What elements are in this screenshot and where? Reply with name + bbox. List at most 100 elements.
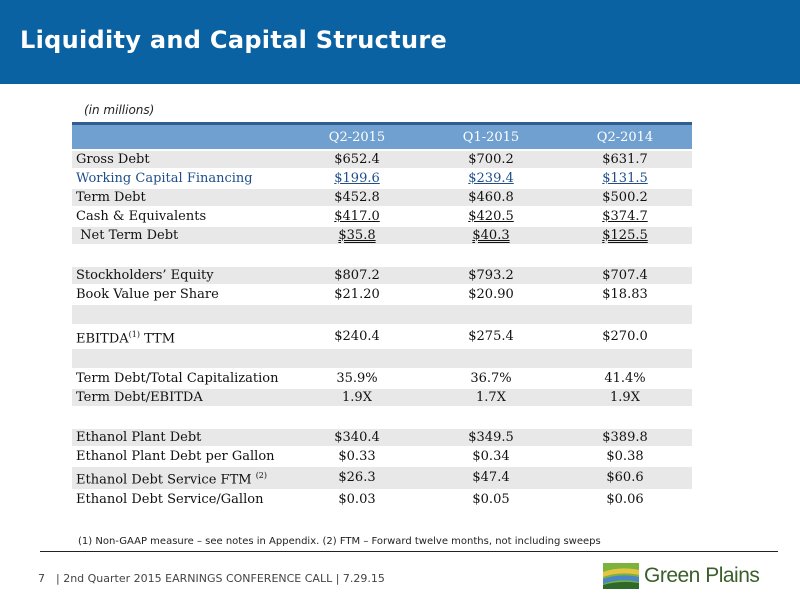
cell-value: $707.4 — [558, 266, 692, 286]
liquidity-table-container: Q2-2015 Q1-2015 Q2-2014 Gross Debt $652.… — [72, 122, 692, 510]
cell-value: $420.5 — [424, 207, 558, 227]
cell-value: 35.9% — [290, 369, 424, 390]
cell-value: $389.8 — [558, 428, 692, 449]
cell-value: $452.8 — [290, 188, 424, 208]
spacer-row — [72, 245, 692, 267]
title-band: Liquidity and Capital Structure — [0, 0, 800, 84]
green-plains-logo-icon — [603, 563, 639, 589]
spacer-cell — [424, 407, 558, 430]
footnote: (1) Non-GAAP measure – see notes in Appe… — [78, 536, 601, 547]
column-header-q1-2015: Q1-2015 — [424, 122, 558, 151]
table-row: Book Value per Share $21.20 $20.90 $18.8… — [72, 285, 692, 305]
page-number: 7 — [38, 572, 45, 585]
cell-value: 1.9X — [558, 388, 692, 409]
cell-value: $0.33 — [290, 447, 424, 468]
cell-text: $239.4 — [468, 171, 514, 186]
cell-value: $18.83 — [558, 285, 692, 305]
spacer-cell — [72, 245, 290, 267]
spacer-cell — [72, 348, 290, 371]
cell-value: $460.8 — [424, 188, 558, 208]
cell-value: $0.03 — [290, 489, 424, 510]
footer-divider — [40, 551, 778, 552]
cell-value: $793.2 — [424, 266, 558, 286]
cell-value: $631.7 — [558, 150, 692, 170]
cell-value: $60.6 — [558, 466, 692, 491]
footnote-marker: (2) — [255, 471, 268, 481]
header-label-cell — [72, 122, 290, 151]
cell-text: $35.8 — [338, 228, 376, 243]
cell-value: 36.7% — [424, 369, 558, 390]
cell-value: $199.6 — [290, 169, 424, 189]
cell-value: $0.38 — [558, 447, 692, 468]
row-label: Book Value per Share — [72, 285, 290, 305]
cell-value: $500.2 — [558, 188, 692, 208]
table-row: Stockholders’ Equity $807.2 $793.2 $707.… — [72, 266, 692, 286]
row-label: Term Debt/EBITDA — [72, 388, 290, 409]
table-header-row: Q2-2015 Q1-2015 Q2-2014 — [72, 122, 692, 151]
row-label-text: Ethanol Debt Service FTM — [76, 472, 256, 488]
cell-value: $40.3 — [424, 226, 558, 246]
cell-value: 1.7X — [424, 388, 558, 409]
spacer-cell — [290, 304, 424, 326]
spacer-cell — [558, 348, 692, 371]
cell-text: $131.5 — [602, 171, 648, 186]
row-label: Gross Debt — [72, 150, 290, 170]
column-header-q2-2014: Q2-2014 — [558, 122, 692, 151]
spacer-cell — [558, 245, 692, 267]
cell-text: $417.0 — [334, 209, 380, 224]
spacer-cell — [558, 407, 692, 430]
row-label: Stockholders’ Equity — [72, 266, 290, 286]
table-row: Term Debt/EBITDA 1.9X 1.7X 1.9X — [72, 388, 692, 409]
cell-text: $199.6 — [334, 171, 380, 186]
table-row: Term Debt/Total Capitalization 35.9% 36.… — [72, 369, 692, 390]
cell-value: $700.2 — [424, 150, 558, 170]
table-row: Term Debt $452.8 $460.8 $500.2 — [72, 188, 692, 208]
table-row: Ethanol Plant Debt per Gallon $0.33 $0.3… — [72, 447, 692, 468]
cell-value: $340.4 — [290, 428, 424, 449]
spacer-cell — [72, 407, 290, 430]
spacer-cell — [424, 245, 558, 267]
table-row: Ethanol Debt Service FTM (2) $26.3 $47.4… — [72, 466, 692, 491]
cell-value: $807.2 — [290, 266, 424, 286]
row-label-text: EBITDA — [76, 331, 129, 347]
spacer-row — [72, 348, 692, 371]
cell-value: $374.7 — [558, 207, 692, 227]
cell-value: $0.05 — [424, 489, 558, 510]
cell-value: $35.8 — [290, 226, 424, 246]
logo-wordmark: Green Plains — [644, 564, 760, 587]
footer-text: | 2nd Quarter 2015 EARNINGS CONFERENCE C… — [56, 572, 385, 585]
row-label: Ethanol Debt Service/Gallon — [72, 489, 290, 510]
table-row: Ethanol Debt Service/Gallon $0.03 $0.05 … — [72, 489, 692, 510]
row-label-suffix: TTM — [140, 331, 176, 347]
cell-value: $0.06 — [558, 489, 692, 510]
cell-value: $652.4 — [290, 150, 424, 170]
cell-value: $275.4 — [424, 325, 558, 350]
table-row: Ethanol Plant Debt $340.4 $349.5 $389.8 — [72, 428, 692, 449]
units-note: (in millions) — [84, 103, 155, 117]
spacer-cell — [72, 304, 290, 326]
cell-value: $131.5 — [558, 169, 692, 189]
liquidity-table: Q2-2015 Q1-2015 Q2-2014 Gross Debt $652.… — [72, 122, 692, 510]
row-label: EBITDA(1) TTM — [72, 325, 290, 350]
table-row: EBITDA(1) TTM $240.4 $275.4 $270.0 — [72, 325, 692, 350]
row-label: Ethanol Plant Debt — [72, 428, 290, 449]
cell-value: $349.5 — [424, 428, 558, 449]
cell-value: 41.4% — [558, 369, 692, 390]
table-row: Gross Debt $652.4 $700.2 $631.7 — [72, 150, 692, 170]
cell-value: $47.4 — [424, 466, 558, 491]
cell-text: $125.5 — [602, 228, 648, 243]
row-label: Working Capital Financing — [72, 169, 290, 189]
cell-value: $125.5 — [558, 226, 692, 246]
row-label: Net Term Debt — [72, 226, 290, 246]
cell-text: $420.5 — [468, 209, 514, 224]
cell-value: $0.34 — [424, 447, 558, 468]
row-label: Ethanol Plant Debt per Gallon — [72, 447, 290, 468]
cell-value: $240.4 — [290, 325, 424, 350]
cell-value: $270.0 — [558, 325, 692, 350]
cell-value: $417.0 — [290, 207, 424, 227]
cell-text: $374.7 — [602, 209, 648, 224]
spacer-cell — [290, 245, 424, 267]
spacer-cell — [290, 348, 424, 371]
slide-title: Liquidity and Capital Structure — [20, 26, 448, 54]
table-row: Net Term Debt $35.8 $40.3 $125.5 — [72, 226, 692, 246]
